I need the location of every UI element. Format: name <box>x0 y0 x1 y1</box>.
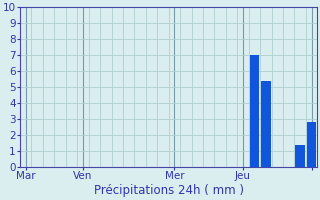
Bar <box>307 122 316 167</box>
Bar <box>295 145 305 167</box>
Bar <box>261 81 271 167</box>
X-axis label: Précipitations 24h ( mm ): Précipitations 24h ( mm ) <box>94 184 244 197</box>
Bar <box>250 55 259 167</box>
